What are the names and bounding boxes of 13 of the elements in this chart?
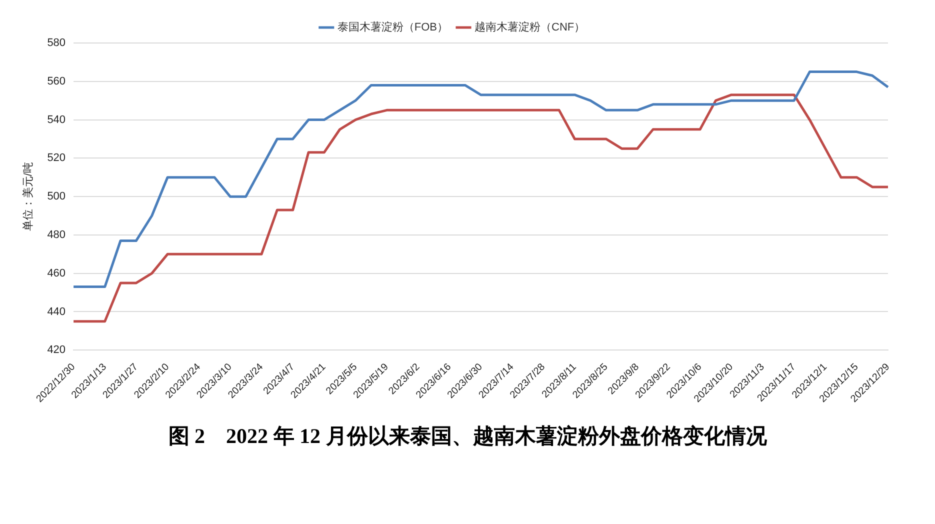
- y-tick-label: 480: [47, 228, 66, 241]
- text: 图 2 2022 年 12 月份以来泰国、越南木薯淀粉外盘价格变化情况: [167, 423, 768, 450]
- y-tick-label: 560: [47, 75, 66, 88]
- legend-label: 泰国木薯淀粉（FOB）: [337, 20, 448, 34]
- y-tick-label: 500: [47, 190, 66, 203]
- y-tick-label: 540: [47, 114, 66, 126]
- y-tick-label: 520: [47, 152, 66, 164]
- y-tick-label: 440: [47, 306, 66, 318]
- y-tick-label: 420: [47, 344, 66, 356]
- y-tick-label: 460: [47, 267, 66, 280]
- y-tick-label: 580: [47, 37, 66, 50]
- legend-label: 越南木薯淀粉（CNF）: [474, 20, 586, 34]
- y-axis-title: 单位：美元/吨: [22, 162, 35, 232]
